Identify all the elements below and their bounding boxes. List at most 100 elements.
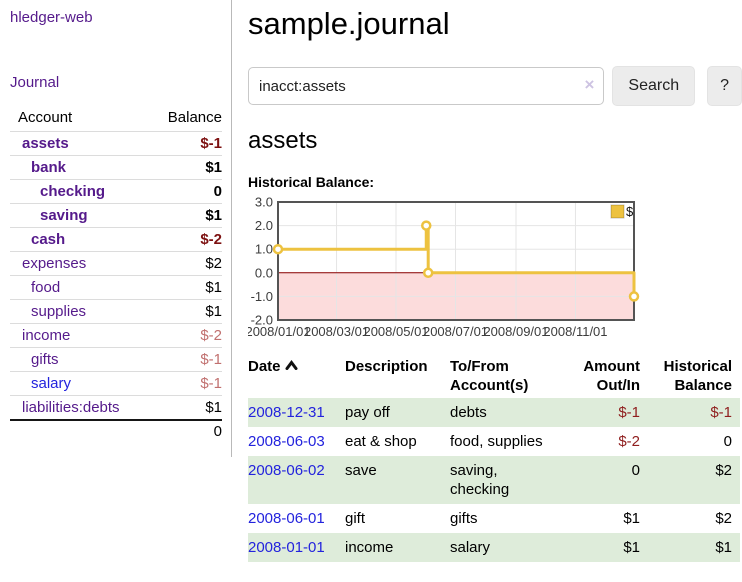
description-column-header: Description — [345, 358, 428, 375]
main-content: sample.journal × Search ? assets Histori… — [232, 0, 742, 562]
transaction-description: gift — [345, 510, 366, 527]
search-form: × Search ? — [248, 66, 742, 106]
historical-balance-chart: $3.0 2.0 1.0 0.0 -1.0 -2.0 2008/01/01 2008/03/0… — [245, 195, 644, 339]
svg-text:-2.0: -2.0 — [251, 313, 273, 328]
account-row: bank $1 — [10, 155, 222, 180]
account-balance: $1 — [205, 279, 222, 296]
transaction-amount: 0 — [631, 462, 640, 479]
account-row: food $1 — [10, 275, 222, 300]
page-title: sample.journal — [248, 6, 450, 41]
account-total-row: 0 — [10, 420, 222, 443]
account-link[interactable]: income — [22, 327, 71, 344]
transaction-date-link[interactable]: 2008-06-02 — [248, 462, 325, 479]
account-row: salary $-1 — [10, 371, 222, 396]
search-box: × — [248, 67, 605, 105]
svg-text:2008/05/01: 2008/05/01 — [363, 324, 428, 338]
register-row: 2008-01-01 income salary $1 $1 — [248, 533, 740, 562]
register-row: 2008-06-02 save saving, checking 0 $2 — [248, 456, 740, 504]
hledger-web-page: hledger-web Journal Account Balance asse… — [0, 0, 742, 562]
transaction-balance: 0 — [723, 433, 732, 450]
accounts-column-header: To/From Account(s) — [450, 358, 529, 394]
transaction-balance: $-1 — [710, 404, 732, 421]
register-rows: 2008-12-31 pay off debts $-1 $-1 2008-06… — [248, 398, 740, 562]
account-heading: assets — [248, 127, 318, 154]
register-row: 2008-06-03 eat & shop food, supplies $-2… — [248, 427, 740, 456]
transaction-date-link[interactable]: 2008-12-31 — [248, 404, 325, 421]
register-row: 2008-06-01 gift gifts $1 $2 — [248, 504, 740, 533]
account-link[interactable]: food — [31, 279, 61, 296]
account-balance-table: Account Balance assets $-1 bank $1 check… — [10, 107, 222, 443]
amount-column-header: Amount Out/In — [583, 358, 640, 394]
account-link[interactable]: checking — [40, 183, 106, 200]
transaction-date-link[interactable]: 2008-01-01 — [248, 539, 325, 556]
transaction-amount: $1 — [623, 510, 640, 527]
account-row: saving $1 — [10, 203, 222, 228]
chart-title: Historical Balance: — [248, 174, 375, 190]
balance-column-header: Balance — [167, 109, 222, 126]
account-balance: $-1 — [200, 351, 222, 368]
svg-text:3.0: 3.0 — [255, 196, 273, 210]
account-balance: $-1 — [200, 135, 222, 152]
chevron-up-icon — [285, 360, 298, 370]
account-balance: $1 — [205, 303, 222, 320]
transaction-date-link[interactable]: 2008-06-01 — [248, 510, 325, 527]
transaction-accounts: salary — [450, 539, 491, 556]
account-total-value: 0 — [213, 423, 222, 440]
account-row: expenses $2 — [10, 251, 222, 276]
account-link[interactable]: salary — [31, 375, 72, 392]
transaction-description: eat & shop — [345, 433, 417, 450]
account-balance: $2 — [205, 255, 222, 272]
transaction-accounts: gifts — [450, 510, 478, 527]
transaction-amount: $1 — [623, 539, 640, 556]
account-link[interactable]: liabilities:debts — [22, 399, 120, 416]
transaction-balance: $1 — [715, 539, 732, 556]
search-button[interactable]: Search — [612, 66, 696, 106]
account-rows: assets $-1 bank $1 checking 0 saving $1 … — [10, 131, 222, 421]
clear-search-icon[interactable]: × — [584, 75, 595, 94]
svg-text:2008/11/01: 2008/11/01 — [543, 324, 607, 338]
account-link[interactable]: supplies — [31, 303, 87, 320]
svg-text:2.0: 2.0 — [255, 218, 273, 233]
account-balance: $1 — [205, 207, 222, 224]
account-link[interactable]: assets — [22, 135, 69, 152]
svg-text:-1.0: -1.0 — [251, 289, 273, 304]
account-link[interactable]: saving — [40, 207, 88, 224]
account-link[interactable]: cash — [31, 231, 66, 248]
help-button[interactable]: ? — [707, 66, 742, 106]
account-row: liabilities:debts $1 — [10, 395, 222, 421]
account-row: income $-2 — [10, 323, 222, 348]
account-table-header: Account Balance — [10, 107, 222, 132]
register-table: Date Description To/From Account(s) Amou… — [248, 354, 740, 562]
register-header-row: Date Description To/From Account(s) Amou… — [248, 354, 740, 398]
transaction-accounts: debts — [450, 404, 487, 421]
account-balance: $-1 — [200, 375, 222, 392]
transaction-description: income — [345, 539, 394, 556]
transaction-amount: $-2 — [618, 433, 640, 450]
account-row: supplies $1 — [10, 299, 222, 324]
svg-text:2008/01/01: 2008/01/01 — [248, 324, 311, 338]
transaction-accounts: saving, checking — [450, 462, 510, 498]
transaction-date-link[interactable]: 2008-06-03 — [248, 433, 325, 450]
account-column-header: Account — [18, 109, 73, 126]
account-link[interactable]: bank — [31, 159, 67, 176]
account-balance: $1 — [205, 399, 222, 416]
svg-text:$: $ — [626, 204, 634, 219]
transaction-balance: $2 — [715, 510, 732, 527]
svg-text:2008/03/01: 2008/03/01 — [304, 324, 369, 338]
account-row: cash $-2 — [10, 227, 222, 252]
account-link[interactable]: expenses — [22, 255, 87, 272]
date-column-header[interactable]: Date — [248, 354, 345, 398]
account-row: gifts $-1 — [10, 347, 222, 372]
journal-link[interactable]: Journal — [10, 74, 60, 91]
transaction-accounts: food, supplies — [450, 433, 543, 450]
search-input[interactable] — [248, 67, 605, 105]
app-title-link[interactable]: hledger-web — [10, 9, 93, 26]
account-balance: $-2 — [200, 231, 222, 248]
account-link[interactable]: gifts — [31, 351, 59, 368]
sidebar: hledger-web Journal Account Balance asse… — [0, 0, 232, 457]
transaction-amount: $-1 — [618, 404, 640, 421]
account-balance: $-2 — [200, 327, 222, 344]
svg-text:2008/09/01: 2008/09/01 — [483, 324, 548, 338]
transaction-description: save — [345, 462, 377, 479]
svg-text:0.0: 0.0 — [255, 265, 273, 280]
